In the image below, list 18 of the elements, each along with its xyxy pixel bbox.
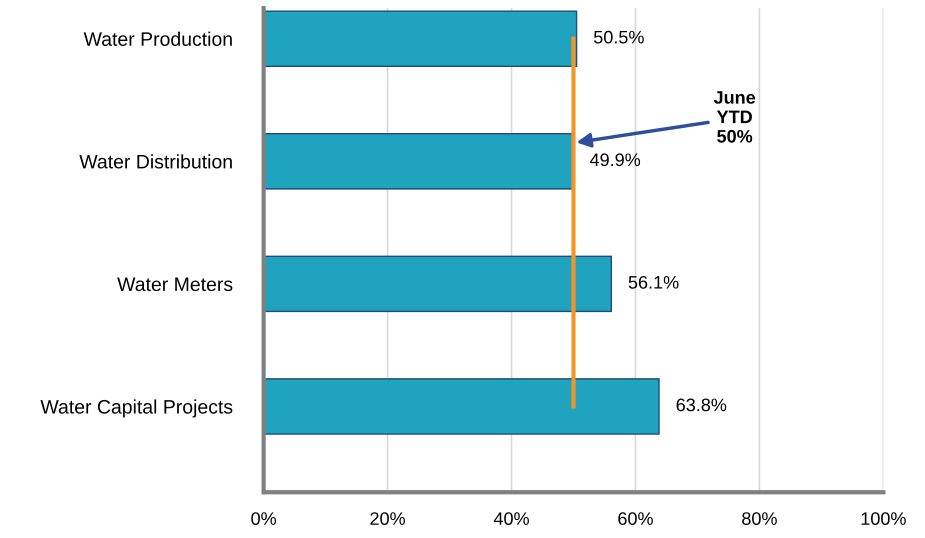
y-tick-label: Water Capital Projects — [40, 399, 232, 418]
bar — [264, 256, 612, 312]
x-tick-label: 100% — [862, 512, 906, 525]
data-label: 63.8% — [676, 398, 726, 412]
bar — [264, 378, 660, 435]
bar — [264, 10, 578, 67]
x-tick-label: 0% — [251, 512, 276, 525]
x-tick-label: 80% — [742, 512, 777, 525]
x-tick-label: 40% — [494, 512, 529, 525]
data-label: 50.5% — [594, 30, 644, 44]
x-tick-label: 60% — [618, 512, 653, 525]
ref-line-label: June YTD 50% — [714, 91, 756, 143]
x-tick-label: 20% — [370, 512, 405, 525]
y-tick-label: Water Distribution — [79, 154, 232, 169]
y-tick-label: Water Meters — [117, 278, 232, 292]
data-label: 49.9% — [590, 153, 640, 166]
data-label: 56.1% — [628, 276, 679, 289]
y-tick-label: Water Production — [84, 32, 232, 46]
